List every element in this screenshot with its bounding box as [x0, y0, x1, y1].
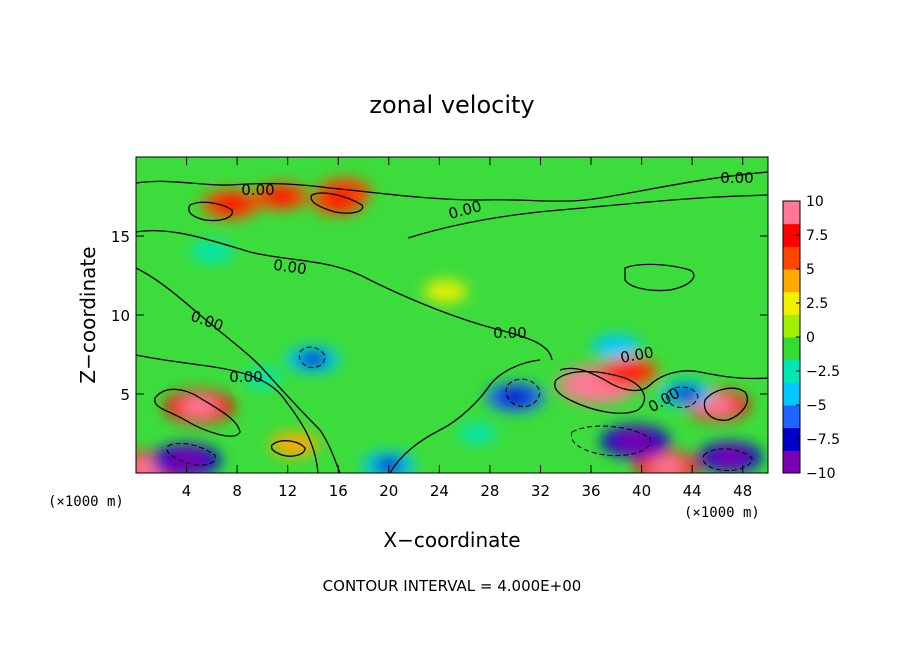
colorbar-tick-label: 7.5 [806, 228, 828, 244]
contour-line [136, 171, 768, 202]
contour-line [136, 229, 553, 361]
colorbar-segment [783, 314, 800, 338]
contour-interval-note: CONTOUR INTERVAL = 4.000E+00 [323, 577, 582, 595]
velocity-core [649, 457, 685, 473]
contour-line [505, 378, 541, 407]
colorbar-tick-label: 5 [806, 262, 815, 278]
x-tick-label: 20 [379, 482, 398, 500]
y-tick-label: 15 [111, 228, 130, 246]
velocity-core [612, 363, 646, 381]
colorbar-tick-label: −5 [806, 398, 827, 414]
contour-line [703, 387, 748, 421]
contour-label: 0.00 [272, 256, 308, 278]
velocity-feature [190, 240, 234, 264]
chart-title: zonal velocity [369, 91, 534, 119]
colorbar: 10 7.5 5 2.5 0 −2.5 −5 −7.5 −10 [782, 194, 840, 482]
x-tick-label: 36 [581, 482, 600, 500]
x-axis-unit-right: (×1000 m) [684, 505, 760, 521]
contour-label-text: 0.00 [493, 324, 526, 342]
velocity-feature [458, 423, 497, 444]
contour-label-text: 0.00 [229, 368, 262, 386]
contour-label-text: 0.00 [619, 343, 655, 367]
colorbar-tick-label: −7.5 [806, 432, 840, 448]
colorbar-segment [783, 223, 800, 247]
colorbar-tick-label: 0 [806, 330, 815, 346]
x-tick-label: 28 [480, 482, 499, 500]
velocity-feature [591, 334, 641, 359]
contour-label: 0.00 [619, 343, 655, 367]
colorbar-segment [783, 405, 800, 429]
contour-line [624, 263, 695, 292]
contour-line [666, 386, 699, 409]
y-tick-label: 5 [120, 386, 130, 404]
contour-line [270, 440, 306, 457]
contour-line [570, 425, 652, 457]
velocity-core [616, 431, 655, 452]
contour-label: 0.00 [241, 181, 274, 199]
x-tick-label: 44 [683, 482, 702, 500]
velocity-core [266, 188, 297, 205]
colorbar-tick-label: 2.5 [806, 296, 828, 312]
x-tick-label: 40 [632, 482, 651, 500]
velocity-core [498, 388, 532, 406]
velocity-feature [243, 368, 282, 389]
colorbar-segment [783, 291, 800, 315]
contour-label: 0.00 [720, 169, 753, 187]
colorbar-tick-label: 10 [806, 194, 824, 210]
plot-field [136, 157, 768, 473]
contour-line [136, 267, 341, 473]
contour-line [188, 201, 233, 222]
x-tick-label: 8 [232, 482, 242, 500]
colorbar-segment [783, 427, 800, 451]
contour-label-text: 0.00 [241, 181, 274, 199]
colorbar-tick-label: −10 [806, 466, 836, 482]
contour-line [559, 367, 768, 392]
contour-line [389, 359, 541, 473]
contour-line [407, 194, 768, 239]
velocity-field [136, 178, 763, 473]
colorbar-segment [783, 382, 800, 406]
x-axis-label: X−coordinate [383, 528, 520, 552]
x-tick-label: 4 [182, 482, 192, 500]
contour-line [166, 442, 216, 466]
dashed-contours [166, 346, 753, 471]
colorbar-segment [783, 450, 800, 474]
colorbar-segment [783, 337, 800, 361]
x-tick-label: 12 [278, 482, 297, 500]
x-tick-label: 16 [329, 482, 348, 500]
velocity-feature [423, 280, 468, 303]
contour-label-text: 0.00 [720, 169, 753, 187]
x-axis: 4 8 12 16 20 24 28 32 36 40 44 48 [182, 157, 752, 500]
colorbar-segment [783, 201, 800, 225]
contour-label-text: 0.00 [272, 256, 308, 278]
velocity-core [180, 396, 219, 417]
velocity-core [712, 448, 748, 467]
contour-label: 0.00 [493, 324, 526, 342]
velocity-feature [269, 432, 319, 457]
contour-label: 0.00 [229, 368, 262, 386]
contour-line [154, 388, 241, 437]
velocity-core [297, 351, 328, 368]
x-tick-label: 24 [430, 482, 449, 500]
contour-line [298, 346, 326, 369]
colorbar-tick-label: −2.5 [806, 364, 840, 380]
colorbar-segment [783, 246, 800, 270]
contour-line [554, 370, 646, 414]
y-tick-label: 10 [111, 307, 130, 325]
y-axis: 5 10 15 [111, 228, 768, 404]
contour-labels: 0.000.000.000.000.00 0.000.000.000.00 [188, 169, 753, 416]
colorbar-segment [783, 269, 800, 293]
x-axis-unit-left: (×1000 m) [48, 494, 124, 510]
velocity-core [214, 195, 248, 213]
colorbar-segment [783, 359, 800, 383]
contour-line [136, 354, 319, 473]
x-tick-label: 32 [531, 482, 550, 500]
y-axis-label: Z−coordinate [76, 246, 100, 383]
contour-line [310, 192, 364, 214]
contour-lines [136, 171, 768, 473]
contour-line [702, 448, 753, 471]
x-tick-label: 48 [733, 482, 752, 500]
